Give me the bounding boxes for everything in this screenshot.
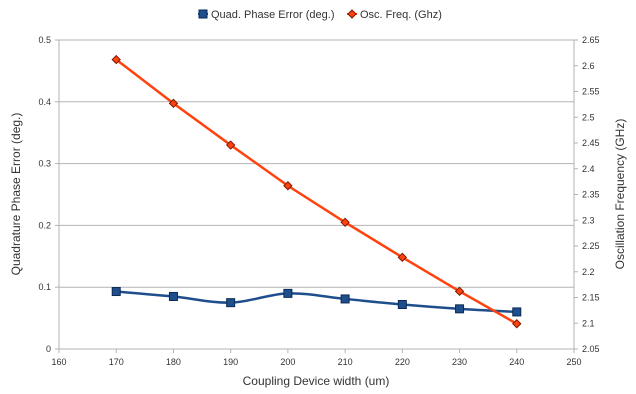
y-tick-label: 0.5 (38, 35, 51, 45)
data-point-marker (226, 298, 236, 308)
legend: Quad. Phase Error (deg.) Osc. Freq. (Ghz) (198, 9, 442, 21)
data-point-marker (168, 291, 178, 301)
y2-tick-label: 2.2 (582, 267, 595, 277)
data-point-marker (512, 307, 522, 317)
series-line-1 (115, 58, 518, 325)
y2-axis-label: Oscillation Frequency (GHz) (613, 119, 627, 270)
data-point-marker (340, 294, 350, 304)
x-tick-label: 160 (51, 357, 66, 367)
x-tick-label: 230 (452, 357, 467, 367)
y2-tick-label: 2.3 (582, 215, 595, 225)
y2-tick-label: 2.4 (582, 164, 595, 174)
y2-tick-label: 2.45 (582, 138, 600, 148)
data-point-marker (225, 140, 236, 150)
y2-tick-label: 2.1 (582, 318, 595, 328)
legend-label-0: Quad. Phase Error (deg.) (211, 9, 335, 21)
legend-marker-0 (198, 9, 208, 19)
y2-tick-label: 2.65 (582, 35, 600, 45)
x-tick-label: 200 (280, 357, 295, 367)
x-axis-label: Coupling Device width (um) (243, 374, 390, 388)
y2-tick-label: 2.15 (582, 293, 600, 303)
axes (58, 40, 575, 350)
x-tick-label: 190 (223, 357, 238, 367)
data-point-marker (168, 98, 179, 109)
y-tick-label: 0.1 (38, 282, 51, 292)
data-point-marker (111, 54, 121, 65)
data-point-marker (455, 304, 465, 314)
data-point-marker (283, 288, 293, 298)
data-point-marker (283, 181, 293, 191)
data-point-marker (512, 319, 522, 329)
y2-tick-label: 2.25 (582, 241, 600, 251)
x-tick-label: 170 (109, 357, 124, 367)
y2-tick-label: 2.6 (582, 61, 595, 71)
x-tick-label: 180 (166, 357, 181, 367)
data-point-marker (397, 252, 408, 263)
data-point-marker (397, 300, 407, 310)
y-tick-label: 0 (46, 344, 51, 354)
series-group (111, 54, 522, 329)
y-tick-labels: 0 0.1 0.2 0.3 0.4 0.5 (38, 35, 59, 354)
legend-marker-1 (347, 9, 357, 19)
x-tick-label: 210 (338, 357, 353, 367)
y-axis-label: Quadrature Phase Error (deg.) (9, 113, 23, 276)
y-tick-label: 0.3 (38, 159, 51, 169)
y2-tick-label: 2.55 (582, 87, 600, 97)
y2-tick-label: 2.05 (582, 344, 600, 354)
y2-tick-label: 2.5 (582, 112, 595, 122)
x-tick-labels: 160 170 180 190 200 210 220 230 240 250 (51, 349, 582, 367)
y2-tick-label: 2.35 (582, 190, 600, 200)
y2-tick-labels: 2.05 2.1 2.15 2.2 2.25 2.3 2.35 2.4 2.45 2.5 2.55 2… (574, 35, 600, 354)
data-point-marker (111, 287, 121, 297)
legend-label-1: Osc. Freq. (Ghz) (360, 9, 442, 21)
series-line-0 (116, 290, 517, 314)
y-tick-label: 0.4 (38, 97, 51, 107)
gridlines (59, 39, 574, 350)
data-point-marker (340, 217, 350, 228)
data-point-marker (454, 286, 465, 297)
x-tick-label: 250 (566, 357, 581, 367)
x-tick-label: 220 (395, 357, 410, 367)
y-tick-label: 0.2 (38, 220, 51, 230)
x-tick-label: 240 (509, 357, 524, 367)
